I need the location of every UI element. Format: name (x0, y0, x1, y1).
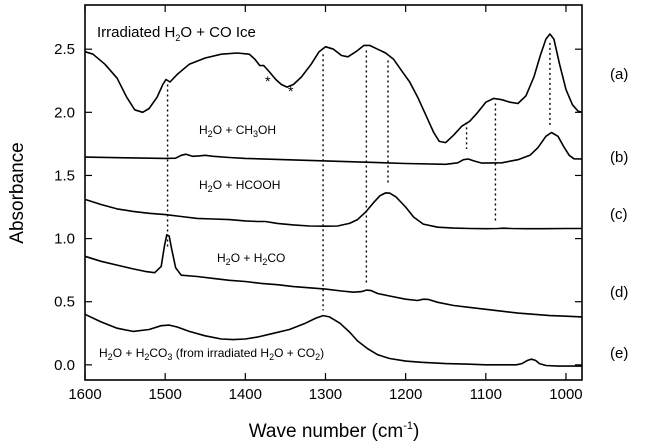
asterisk-1: * (265, 73, 271, 89)
title-curve-a: Irradiated H2O + CO Ice (97, 24, 256, 43)
y-tick-label: 1.0 (54, 231, 75, 248)
x-tick-label: 1200 (389, 386, 422, 403)
x-tick-label: 1400 (229, 386, 262, 403)
y-tick-label: 0.5 (54, 294, 75, 311)
x-tick-labels: 1600 1500 1400 1300 1200 1100 1000 (68, 386, 582, 403)
label-curve-b: H2O + CH3OH (199, 123, 276, 139)
spectrum-curve-b (84, 131, 583, 166)
y-tick-label: 2.0 (54, 104, 75, 121)
x-tick-label: 1100 (470, 386, 502, 403)
tag-curve-e: (e) (610, 345, 628, 362)
y-tick-labels: 0.0 0.5 1.0 1.5 2.0 2.5 (54, 41, 75, 374)
spectrum-curve-d (84, 234, 583, 318)
tag-curve-c: (c) (610, 206, 628, 223)
x-tick-label: 1000 (549, 386, 582, 403)
x-tick-label: 1600 (68, 386, 101, 403)
spectrum-curve-e (84, 313, 582, 367)
y-axis-title: Absorbance (7, 142, 28, 243)
label-curve-d: H2O + H2CO (217, 251, 285, 267)
spectrum-curve-c (84, 192, 582, 230)
y-tick-label: 0.0 (54, 357, 75, 374)
x-axis-title: Wave number (cm-1) (249, 420, 420, 442)
tag-curve-b: (b) (610, 149, 628, 166)
label-curve-c: H2O + HCOOH (199, 178, 280, 194)
y-tick-label: 1.5 (54, 167, 75, 184)
x-tick-label: 1300 (309, 386, 342, 403)
plot-frame (84, 4, 583, 381)
axis-ticks (84, 5, 582, 380)
y-tick-label: 2.5 (54, 41, 75, 58)
spectra-curves (84, 33, 583, 367)
tag-curve-a: (a) (610, 66, 628, 83)
x-tick-label: 1500 (148, 386, 181, 403)
label-curve-e: H2O + H2CO3 (from irradiated H2O + CO2) (99, 346, 324, 362)
asterisk-2: * (288, 83, 294, 99)
spectrum-curve-a (84, 33, 583, 144)
peak-marker-lines (166, 42, 551, 311)
tag-curve-d: (d) (610, 284, 628, 301)
